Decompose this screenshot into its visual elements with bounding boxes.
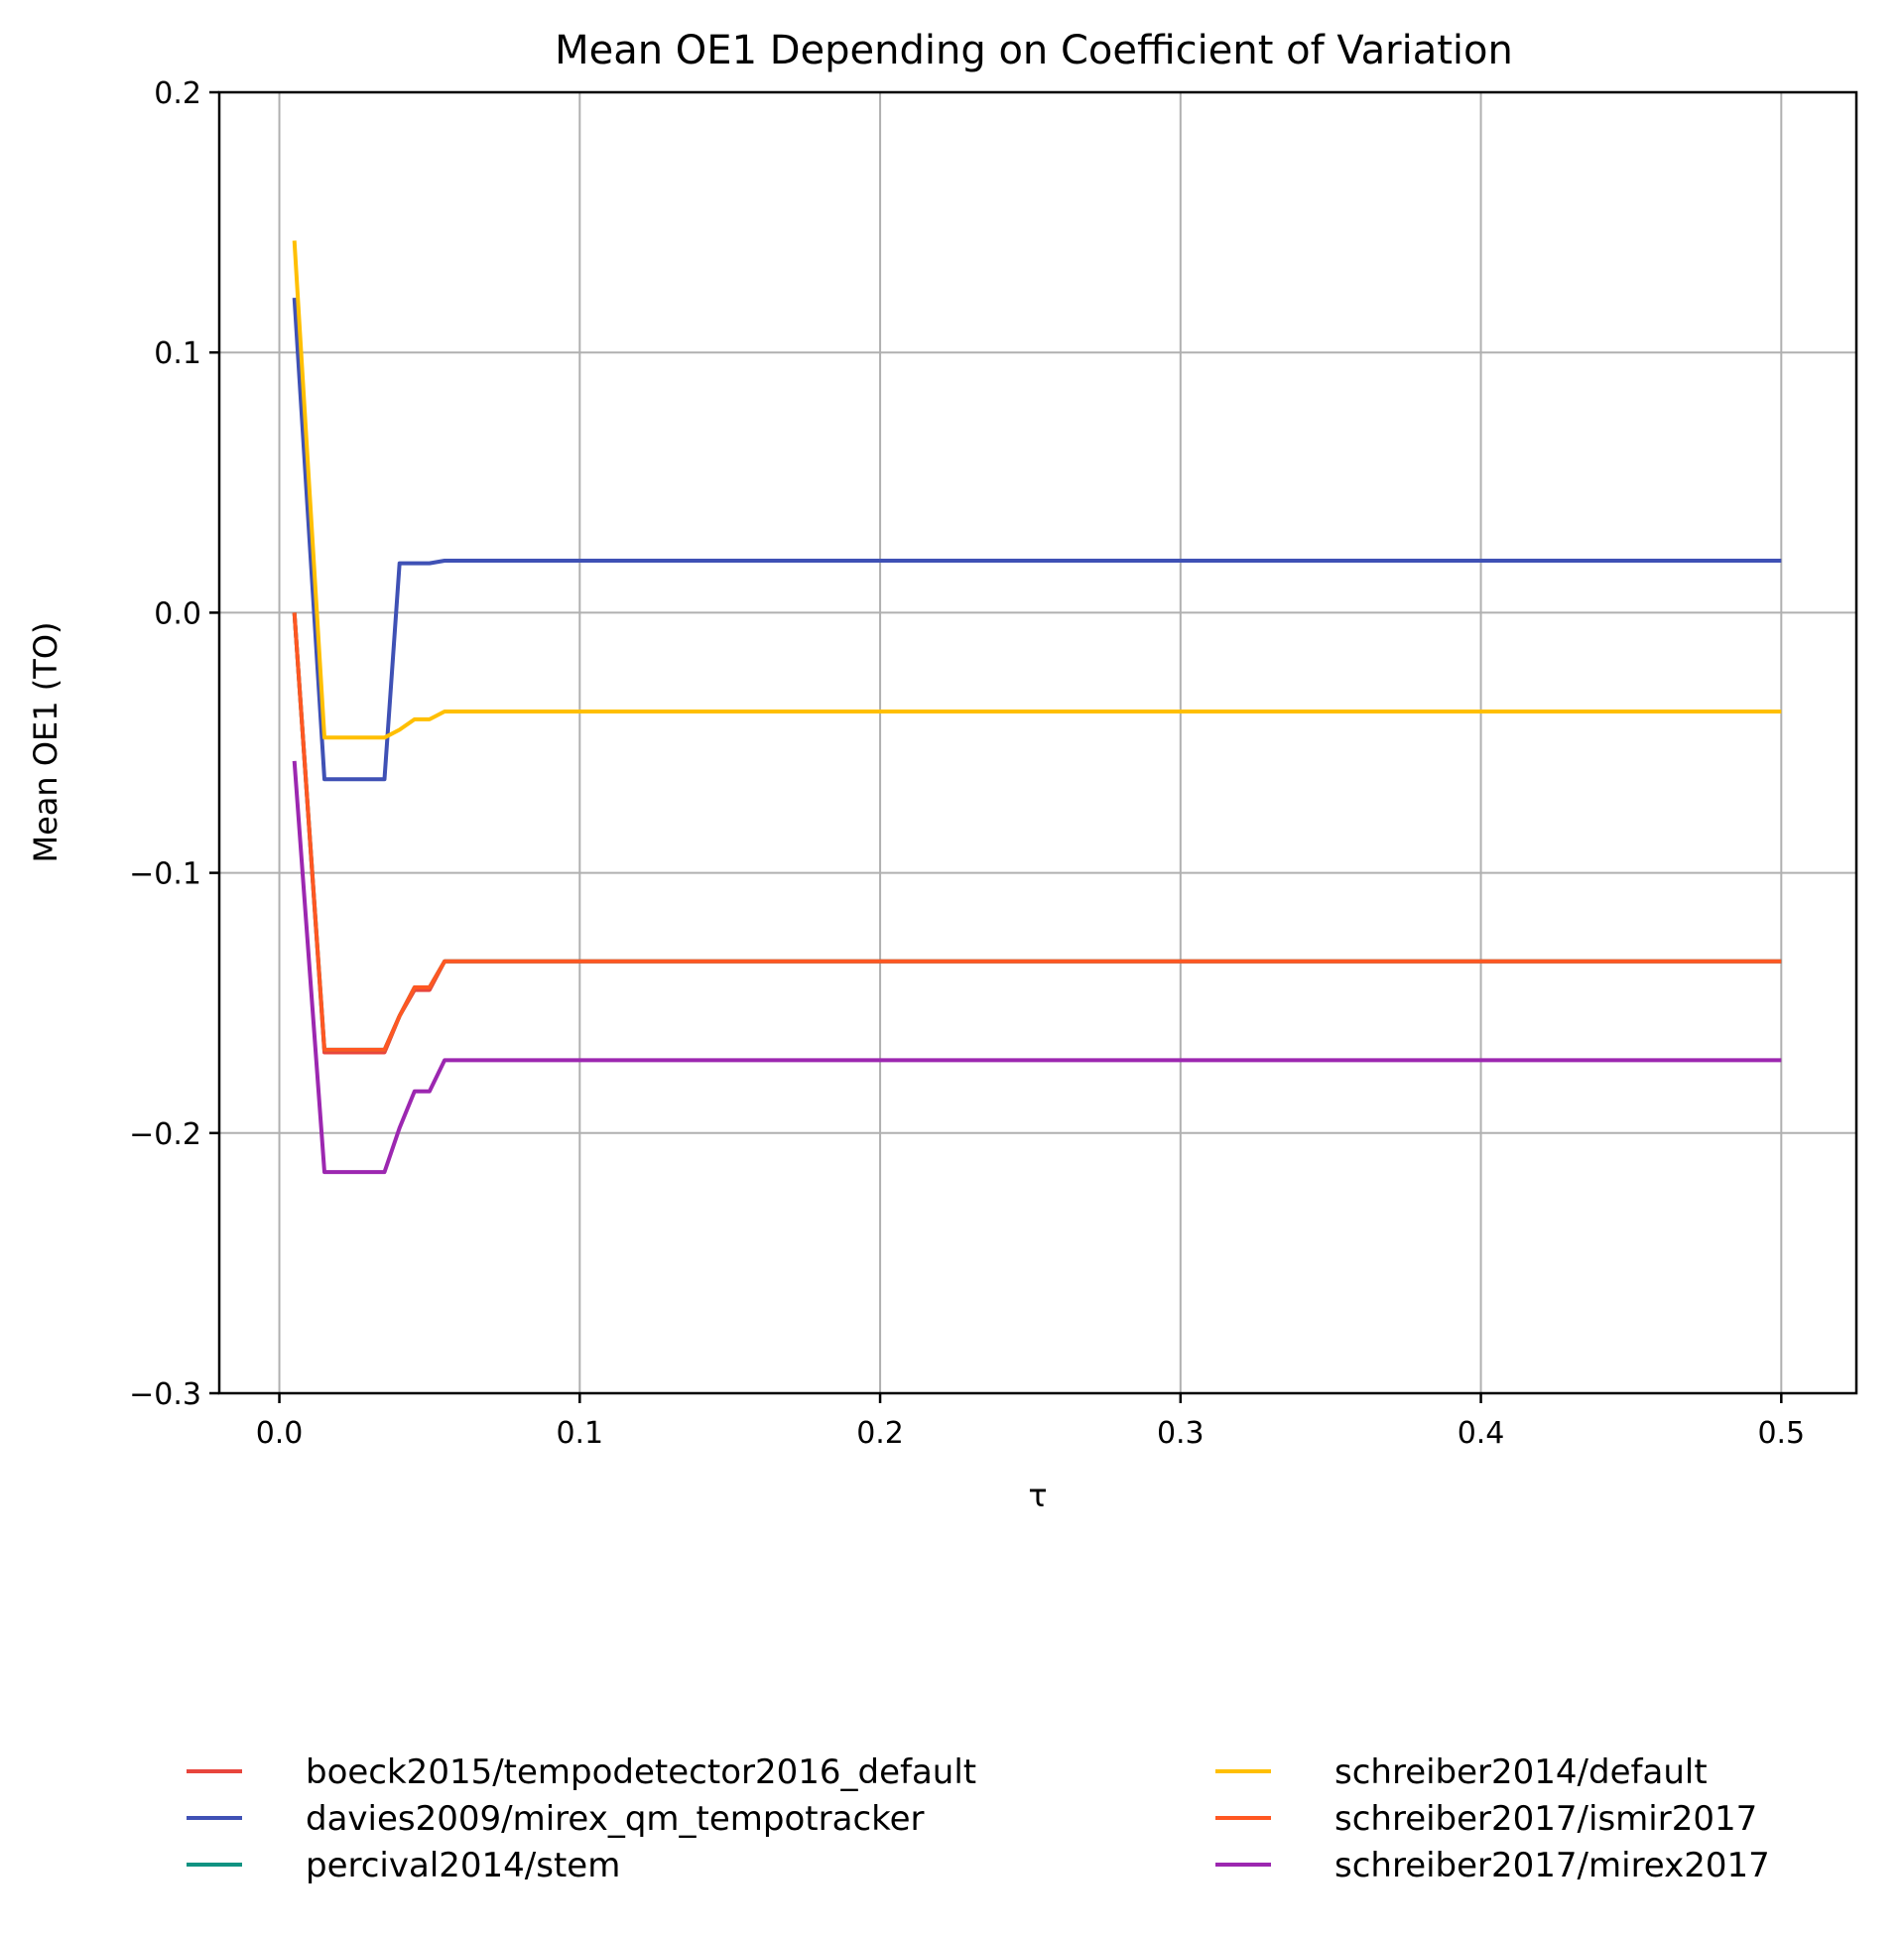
y-tick-label: −0.2 (129, 1117, 201, 1152)
x-tick-label: 0.5 (1757, 1416, 1805, 1451)
plot-frame (217, 90, 1858, 1395)
legend-label: schreiber2017/mirex2017 (1334, 1846, 1770, 1885)
legend-label: schreiber2017/ismir2017 (1334, 1799, 1757, 1839)
x-tick-label: 0.0 (256, 1416, 304, 1451)
series-lines (292, 240, 1782, 1175)
legend: boeck2015/tempodetector2016_defaultdavie… (187, 1752, 1770, 1885)
y-tick-label: −0.3 (129, 1377, 201, 1412)
y-tick-label: −0.1 (129, 857, 201, 892)
x-axis-label: τ (1028, 1477, 1047, 1514)
series-line (292, 760, 1782, 1175)
x-tick-label: 0.3 (1157, 1416, 1205, 1451)
x-tick-label: 0.4 (1458, 1416, 1505, 1451)
y-tick-label: 0.0 (154, 596, 201, 631)
y-tick-label: 0.2 (154, 76, 201, 111)
series-line (292, 240, 1782, 740)
legend-label: davies2009/mirex_qm_tempotracker (306, 1799, 925, 1839)
series-line (292, 612, 1782, 1052)
legend-label: boeck2015/tempodetector2016_default (306, 1752, 976, 1792)
x-tick-label: 0.1 (556, 1416, 603, 1451)
y-axis-ticks: 0.2 0.1 0.0 −0.1 −0.2 −0.3 (129, 76, 219, 1412)
y-axis-label: Mean OE1 (TO) (27, 622, 64, 863)
y-tick-label: 0.1 (154, 336, 201, 371)
legend-label: schreiber2014/default (1334, 1752, 1708, 1792)
x-axis-ticks: 0.0 0.1 0.2 0.3 0.4 0.5 (256, 1393, 1805, 1451)
chart-title: Mean OE1 Depending on Coefficient of Var… (555, 28, 1513, 73)
legend-label: percival2014/stem (306, 1846, 620, 1885)
x-tick-label: 0.2 (856, 1416, 904, 1451)
series-line (292, 297, 1782, 782)
